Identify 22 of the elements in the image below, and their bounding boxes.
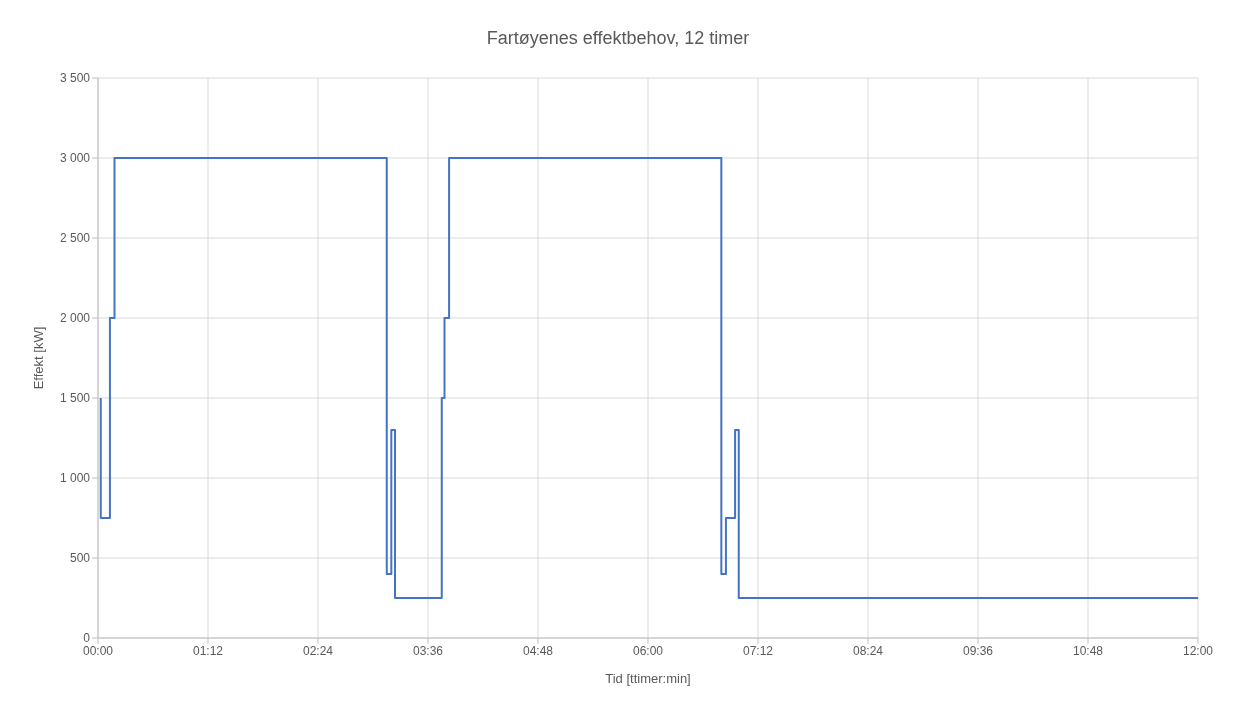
x-tick-label: 12:00 (1182, 643, 1214, 658)
x-tick-label: 06:00 (632, 643, 664, 658)
x-axis-title: Tid [ttimer:min] (605, 671, 691, 686)
x-tick-label: 07:12 (742, 643, 774, 658)
x-tick-label: 00:00 (82, 643, 114, 658)
x-tick-label: 02:24 (302, 643, 334, 658)
x-tick-label: 04:48 (522, 643, 554, 658)
y-tick-label: 3 000 (59, 151, 91, 166)
chart-title: Fartøyenes effektbehov, 12 timer (485, 27, 751, 50)
x-tick-label: 09:36 (962, 643, 994, 658)
x-tick-label: 08:24 (852, 643, 884, 658)
y-tick-label: 3 500 (59, 71, 91, 86)
y-axis-title: Effekt [kW] (30, 326, 46, 390)
x-tick-label: 03:36 (412, 643, 444, 658)
y-tick-label: 1 500 (59, 391, 91, 406)
y-tick-label: 2 500 (59, 231, 91, 246)
x-tick-label: 01:12 (192, 643, 224, 658)
y-tick-label: 1 000 (59, 471, 91, 486)
x-tick-label: 10:48 (1072, 643, 1104, 658)
y-tick-label: 0 (83, 631, 91, 646)
y-tick-label: 2 000 (59, 311, 91, 326)
y-tick-label: 500 (69, 551, 91, 566)
